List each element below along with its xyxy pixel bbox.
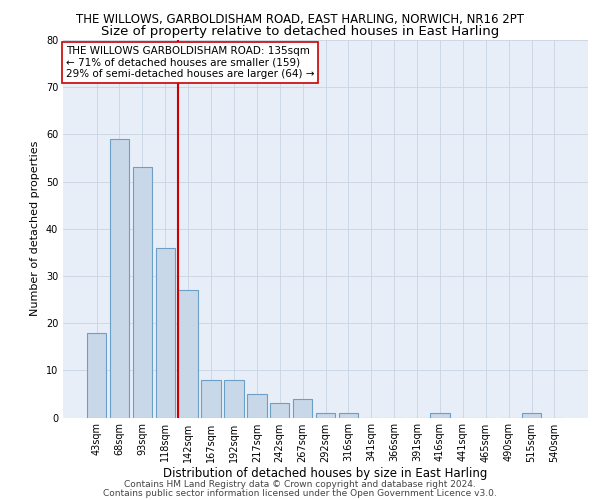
Text: THE WILLOWS, GARBOLDISHAM ROAD, EAST HARLING, NORWICH, NR16 2PT: THE WILLOWS, GARBOLDISHAM ROAD, EAST HAR… (76, 12, 524, 26)
Text: Contains HM Land Registry data © Crown copyright and database right 2024.: Contains HM Land Registry data © Crown c… (124, 480, 476, 489)
Bar (338, 413, 358, 418)
Text: Size of property relative to detached houses in East Harling: Size of property relative to detached ho… (101, 25, 499, 38)
Text: THE WILLOWS GARBOLDISHAM ROAD: 135sqm
← 71% of detached houses are smaller (159): THE WILLOWS GARBOLDISHAM ROAD: 135sqm ← … (65, 46, 314, 79)
Bar (270, 404, 289, 417)
X-axis label: Distribution of detached houses by size in East Harling: Distribution of detached houses by size … (163, 468, 488, 480)
Bar (430, 413, 449, 418)
Bar (133, 168, 152, 418)
Bar (87, 332, 106, 418)
Bar (247, 394, 266, 417)
Text: Contains public sector information licensed under the Open Government Licence v3: Contains public sector information licen… (103, 488, 497, 498)
Bar (202, 380, 221, 418)
Bar (316, 413, 335, 418)
Bar (110, 139, 129, 417)
Bar (293, 398, 313, 417)
Bar (178, 290, 198, 418)
Bar (224, 380, 244, 418)
Bar (522, 413, 541, 418)
Bar (155, 248, 175, 418)
Y-axis label: Number of detached properties: Number of detached properties (30, 141, 40, 316)
